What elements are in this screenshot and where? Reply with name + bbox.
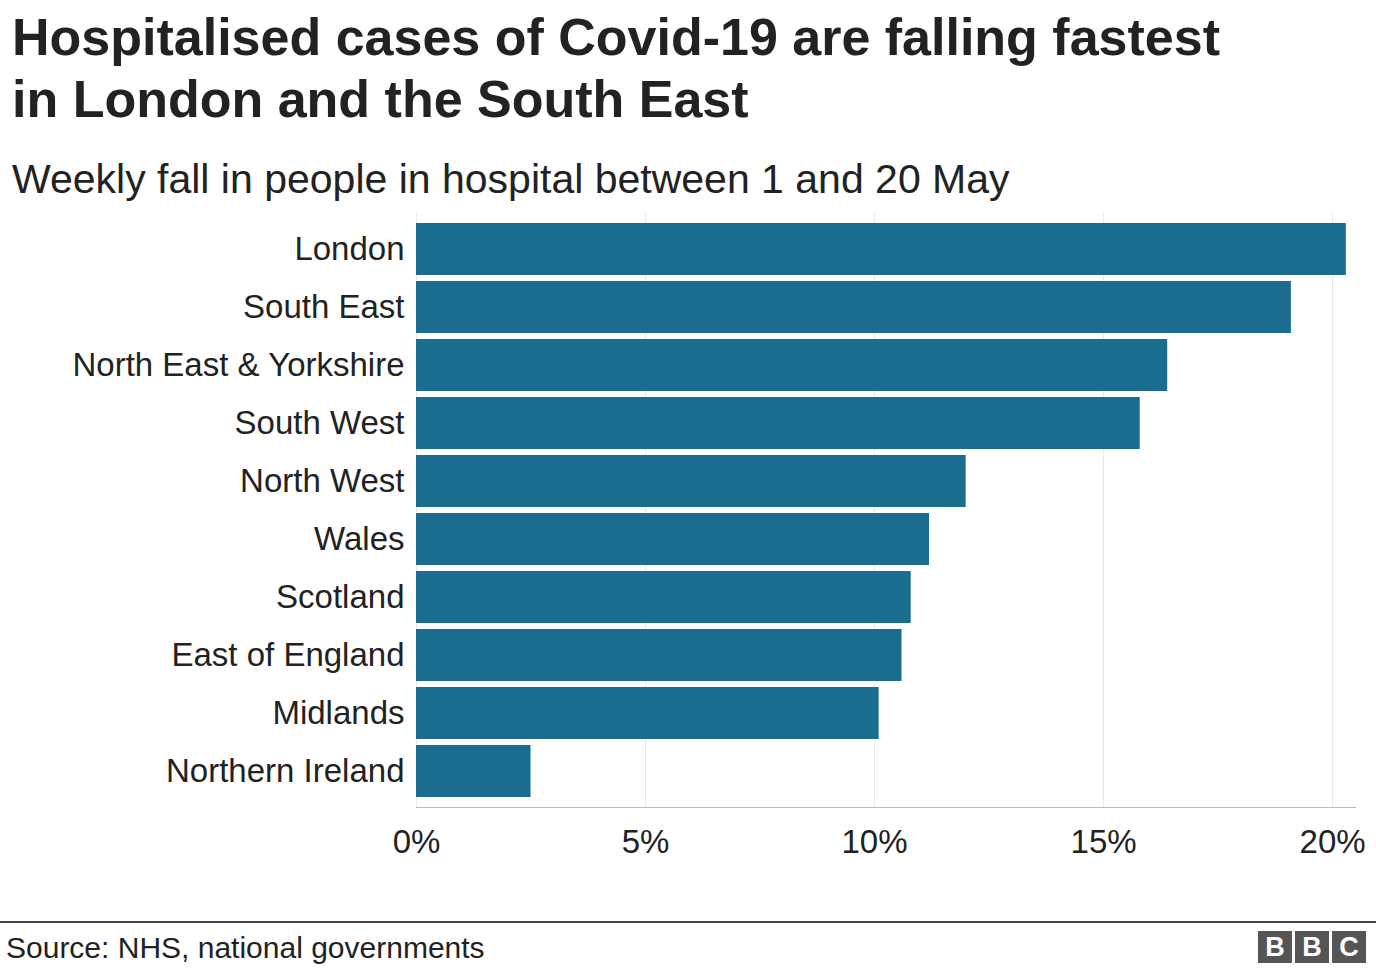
- svg-text:London: London: [294, 230, 404, 267]
- html-text:Weekly fall in people in hospi: Weekly fall in people in hospital betwee…: [12, 156, 1010, 202]
- svg-text:Northern Ireland: Northern Ireland: [166, 752, 404, 789]
- svg-text:15%: 15%: [1071, 823, 1137, 860]
- svg-text:South East: South East: [243, 288, 404, 325]
- html-text:B: B: [1302, 932, 1322, 962]
- html-text:Source: NHS, national governme: Source: NHS, national governments: [6, 931, 485, 964]
- svg-text:North West: North West: [240, 462, 404, 499]
- svg-text:South West: South West: [235, 404, 405, 441]
- svg-text:Midlands: Midlands: [272, 694, 404, 731]
- html-text:B: B: [1265, 932, 1285, 962]
- html-text:C: C: [1339, 932, 1359, 962]
- svg-text:Scotland: Scotland: [276, 578, 404, 615]
- svg-text:10%: 10%: [842, 823, 908, 860]
- svg-text:20%: 20%: [1300, 823, 1366, 860]
- html-text:Hospitalised cases of Covid-19: Hospitalised cases of Covid-19 are falli…: [12, 8, 1220, 128]
- svg-text:East of England: East of England: [172, 636, 405, 673]
- svg-text:Wales: Wales: [314, 520, 404, 557]
- svg-text:0%: 0%: [393, 823, 441, 860]
- svg-text:North East & Yorkshire: North East & Yorkshire: [73, 346, 405, 383]
- svg-text:5%: 5%: [622, 823, 670, 860]
